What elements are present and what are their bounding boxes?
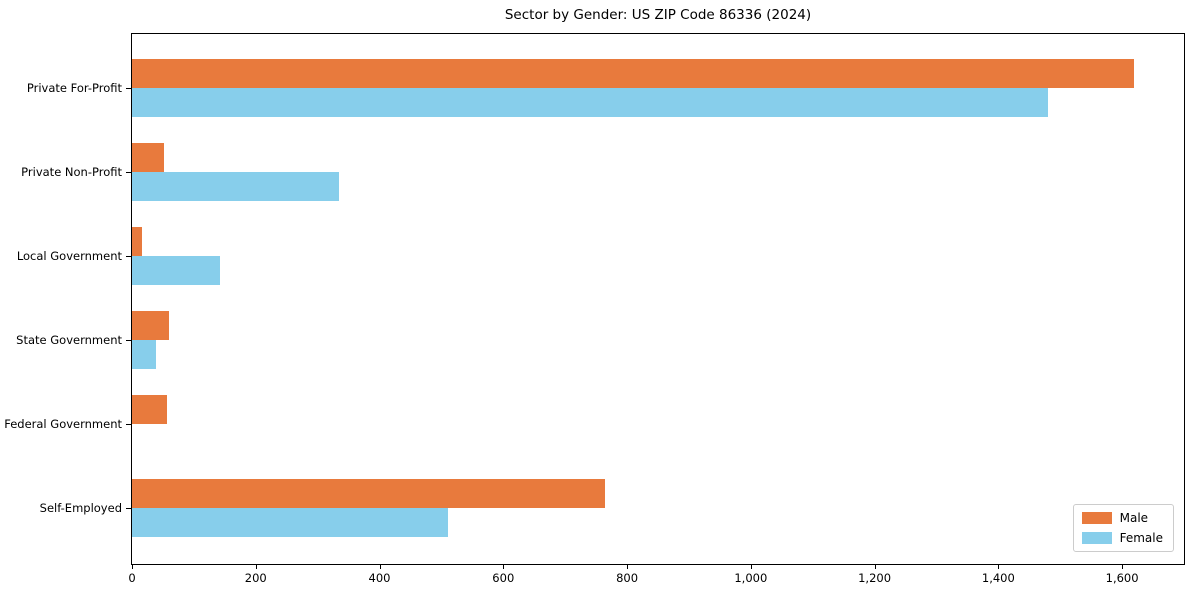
x-tick-label: 400 [368,571,391,585]
y-tick-mark [126,340,131,341]
y-tick-mark [126,424,131,425]
y-tick-mark [126,508,131,509]
bar-female-3 [132,340,156,369]
category-label: Private Non-Profit [21,165,122,179]
bar-female-5 [132,508,448,537]
x-tick-mark [1122,565,1124,569]
legend-entry-male: Male [1081,511,1163,525]
legend-label-female: Female [1119,531,1163,545]
category-label: Private For-Profit [26,81,122,95]
bar-male-3 [132,311,169,340]
bar-female-1 [132,172,339,201]
legend-label-male: Male [1119,511,1149,525]
x-tick-mark [750,565,752,569]
category-label: State Government [16,333,122,347]
x-tick-label: 1,600 [1105,571,1139,585]
category-label: Self-Employed [39,501,122,515]
x-tick-mark [132,565,133,569]
x-tick-label: 1,400 [981,571,1015,585]
chart-title: Sector by Gender: US ZIP Code 86336 (202… [504,7,812,23]
x-tick-label: 200 [244,571,267,585]
female-series-swatch [1081,532,1112,544]
x-tick-label: 1,000 [734,571,768,585]
x-tick-label: 800 [616,571,639,585]
x-tick-mark [874,565,876,569]
x-tick-mark [255,565,257,569]
legend: Male Female [1072,504,1174,552]
bar-female-0 [132,88,1048,117]
bar-male-1 [132,143,164,172]
x-tick-mark [998,565,1000,569]
bar-male-0 [132,59,1134,88]
x-tick-label: 600 [492,571,515,585]
category-label: Local Government [16,249,122,263]
bar-male-2 [132,227,142,256]
x-tick-mark [627,565,629,569]
bar-male-5 [132,479,605,508]
y-tick-mark [126,172,131,173]
x-tick-label: 1,200 [858,571,892,585]
x-tick-mark [503,565,505,569]
legend-entry-female: Female [1081,531,1163,545]
x-tick-label: 0 [128,571,136,585]
y-tick-mark [126,256,131,257]
bar-female-2 [132,256,220,285]
bar-male-4 [132,395,167,424]
y-tick-mark [126,88,131,89]
male-series-swatch [1081,512,1112,524]
plot-area [131,33,1185,565]
x-tick-mark [379,565,381,569]
category-label: Federal Government [4,417,122,431]
